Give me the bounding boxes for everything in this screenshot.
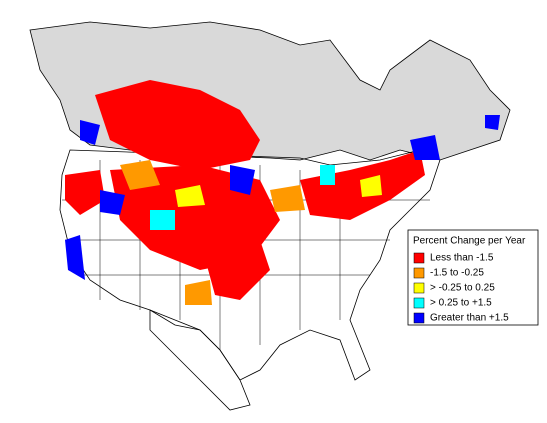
legend-swatch bbox=[413, 267, 425, 279]
legend-label: Less than -1.5 bbox=[430, 253, 494, 264]
legend-box bbox=[407, 229, 539, 326]
blob bbox=[95, 80, 260, 170]
legend-swatch bbox=[413, 282, 425, 294]
legend-swatch bbox=[413, 312, 425, 324]
blob bbox=[320, 165, 335, 185]
blob bbox=[65, 170, 105, 215]
blob bbox=[270, 185, 305, 212]
blob bbox=[485, 115, 500, 130]
blob bbox=[120, 160, 160, 190]
survey-blobs bbox=[65, 80, 500, 305]
blob bbox=[65, 235, 85, 280]
blob bbox=[360, 175, 382, 197]
canada bbox=[29, 21, 511, 161]
legend-label: > -0.25 to 0.25 bbox=[430, 283, 495, 294]
blob bbox=[150, 210, 175, 230]
blob bbox=[185, 280, 212, 305]
legend-items: Less than -1.5 -1.5 to -0.25 > -0.25 to 0.… bbox=[413, 252, 509, 324]
blob bbox=[100, 190, 125, 215]
legend-label: > 0.25 to +1.5 bbox=[430, 298, 492, 309]
legend-title: Percent Change per Year bbox=[413, 236, 526, 247]
mexico bbox=[149, 309, 251, 411]
blob bbox=[230, 165, 255, 195]
legend-label: -1.5 to -0.25 bbox=[430, 268, 484, 279]
blob bbox=[80, 120, 100, 145]
legend-swatch bbox=[413, 297, 425, 309]
blob bbox=[200, 240, 270, 300]
legend-swatch bbox=[413, 252, 425, 264]
legend-label: Greater than +1.5 bbox=[430, 313, 509, 324]
blob bbox=[410, 135, 440, 160]
blob bbox=[175, 185, 205, 207]
